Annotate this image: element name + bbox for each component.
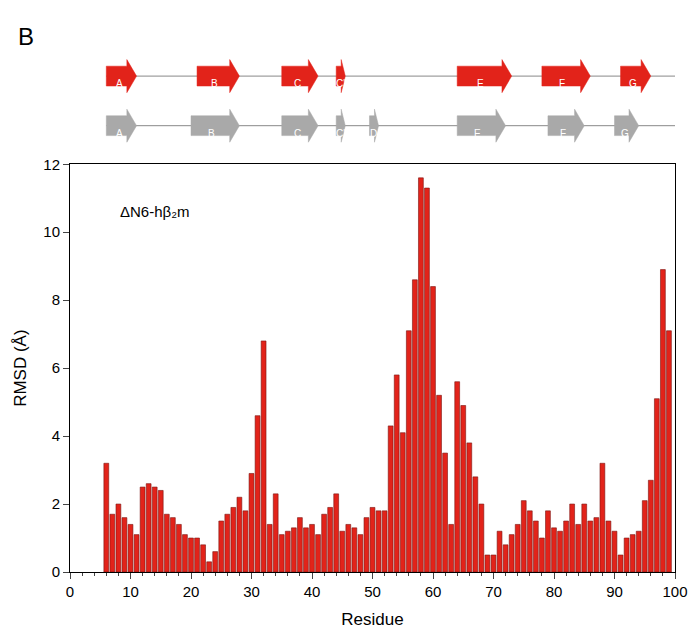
svg-text:D: D [370, 128, 377, 139]
svg-text:B: B [211, 78, 218, 89]
svg-text:4: 4 [52, 427, 60, 444]
svg-text:G: G [621, 128, 629, 139]
svg-text:80: 80 [546, 583, 563, 600]
svg-text:C': C' [336, 128, 345, 139]
svg-text:20: 20 [183, 583, 200, 600]
svg-text:6: 6 [52, 359, 60, 376]
svg-text:10: 10 [43, 223, 60, 240]
svg-text:B: B [208, 128, 215, 139]
svg-text:C': C' [336, 78, 345, 89]
svg-text:70: 70 [485, 583, 502, 600]
svg-text:E: E [474, 128, 481, 139]
svg-text:8: 8 [52, 291, 60, 308]
svg-text:F: F [560, 128, 566, 139]
svg-text:A: A [116, 128, 123, 139]
svg-text:RMSD (Å): RMSD (Å) [11, 329, 30, 406]
svg-text:A: A [116, 78, 123, 89]
svg-text:B: B [18, 23, 34, 50]
svg-text:50: 50 [364, 583, 381, 600]
svg-text:Residue: Residue [341, 610, 403, 629]
svg-text:10: 10 [122, 583, 139, 600]
svg-text:100: 100 [662, 583, 687, 600]
svg-text:0: 0 [52, 563, 60, 580]
svg-text:C: C [294, 128, 301, 139]
svg-text:ΔN6-hβ₂m: ΔN6-hβ₂m [120, 203, 189, 220]
svg-text:0: 0 [66, 583, 74, 600]
svg-text:E: E [477, 78, 484, 89]
svg-text:12: 12 [43, 156, 60, 173]
svg-text:F: F [559, 78, 565, 89]
svg-text:30: 30 [243, 583, 260, 600]
svg-text:40: 40 [304, 583, 321, 600]
svg-text:2: 2 [52, 495, 60, 512]
svg-text:60: 60 [425, 583, 442, 600]
svg-text:G: G [629, 78, 637, 89]
svg-text:90: 90 [606, 583, 623, 600]
svg-text:C: C [294, 78, 301, 89]
